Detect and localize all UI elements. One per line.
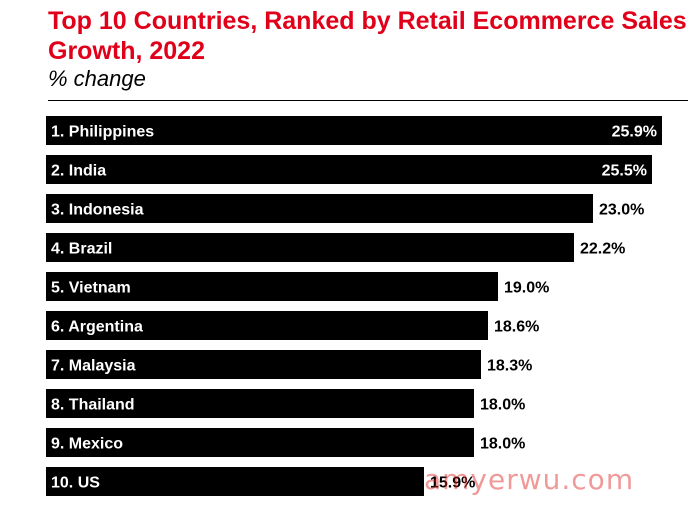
value-label: 25.5% — [602, 163, 647, 180]
category-label: 4. Brazil — [51, 241, 112, 258]
bar-9 — [46, 428, 474, 457]
bar-4 — [46, 233, 574, 262]
category-label: 3. Indonesia — [51, 202, 144, 219]
value-label: 18.3% — [487, 358, 532, 375]
value-label: 15.9% — [430, 475, 475, 492]
category-label: 10. US — [51, 475, 100, 492]
value-label: 25.9% — [612, 124, 657, 141]
value-label: 18.0% — [480, 397, 525, 414]
bar-8 — [46, 389, 474, 418]
bar-1 — [46, 116, 662, 145]
value-label: 18.0% — [480, 436, 525, 453]
category-label: 2. India — [51, 163, 106, 180]
value-label: 19.0% — [504, 280, 549, 297]
category-label: 5. Vietnam — [51, 280, 131, 297]
chart-title: Top 10 Countries, Ranked by Retail Ecomm… — [48, 7, 687, 65]
category-label: 7. Malaysia — [51, 358, 136, 375]
bar-2 — [46, 155, 652, 184]
title-divider — [48, 100, 688, 101]
watermark: amyerwu.com — [424, 463, 635, 496]
value-label: 18.6% — [494, 319, 539, 336]
category-label: 9. Mexico — [51, 436, 123, 453]
category-label: 1. Philippines — [51, 124, 154, 141]
bar-10 — [46, 467, 424, 496]
chart-subtitle: % change — [48, 66, 146, 91]
bar-3 — [46, 194, 593, 223]
bar-6 — [46, 311, 488, 340]
category-label: 6. Argentina — [51, 319, 143, 336]
category-label: 8. Thailand — [51, 397, 135, 414]
bar-7 — [46, 350, 481, 379]
value-label: 23.0% — [599, 202, 644, 219]
value-label: 22.2% — [580, 241, 625, 258]
bar-5 — [46, 272, 498, 301]
